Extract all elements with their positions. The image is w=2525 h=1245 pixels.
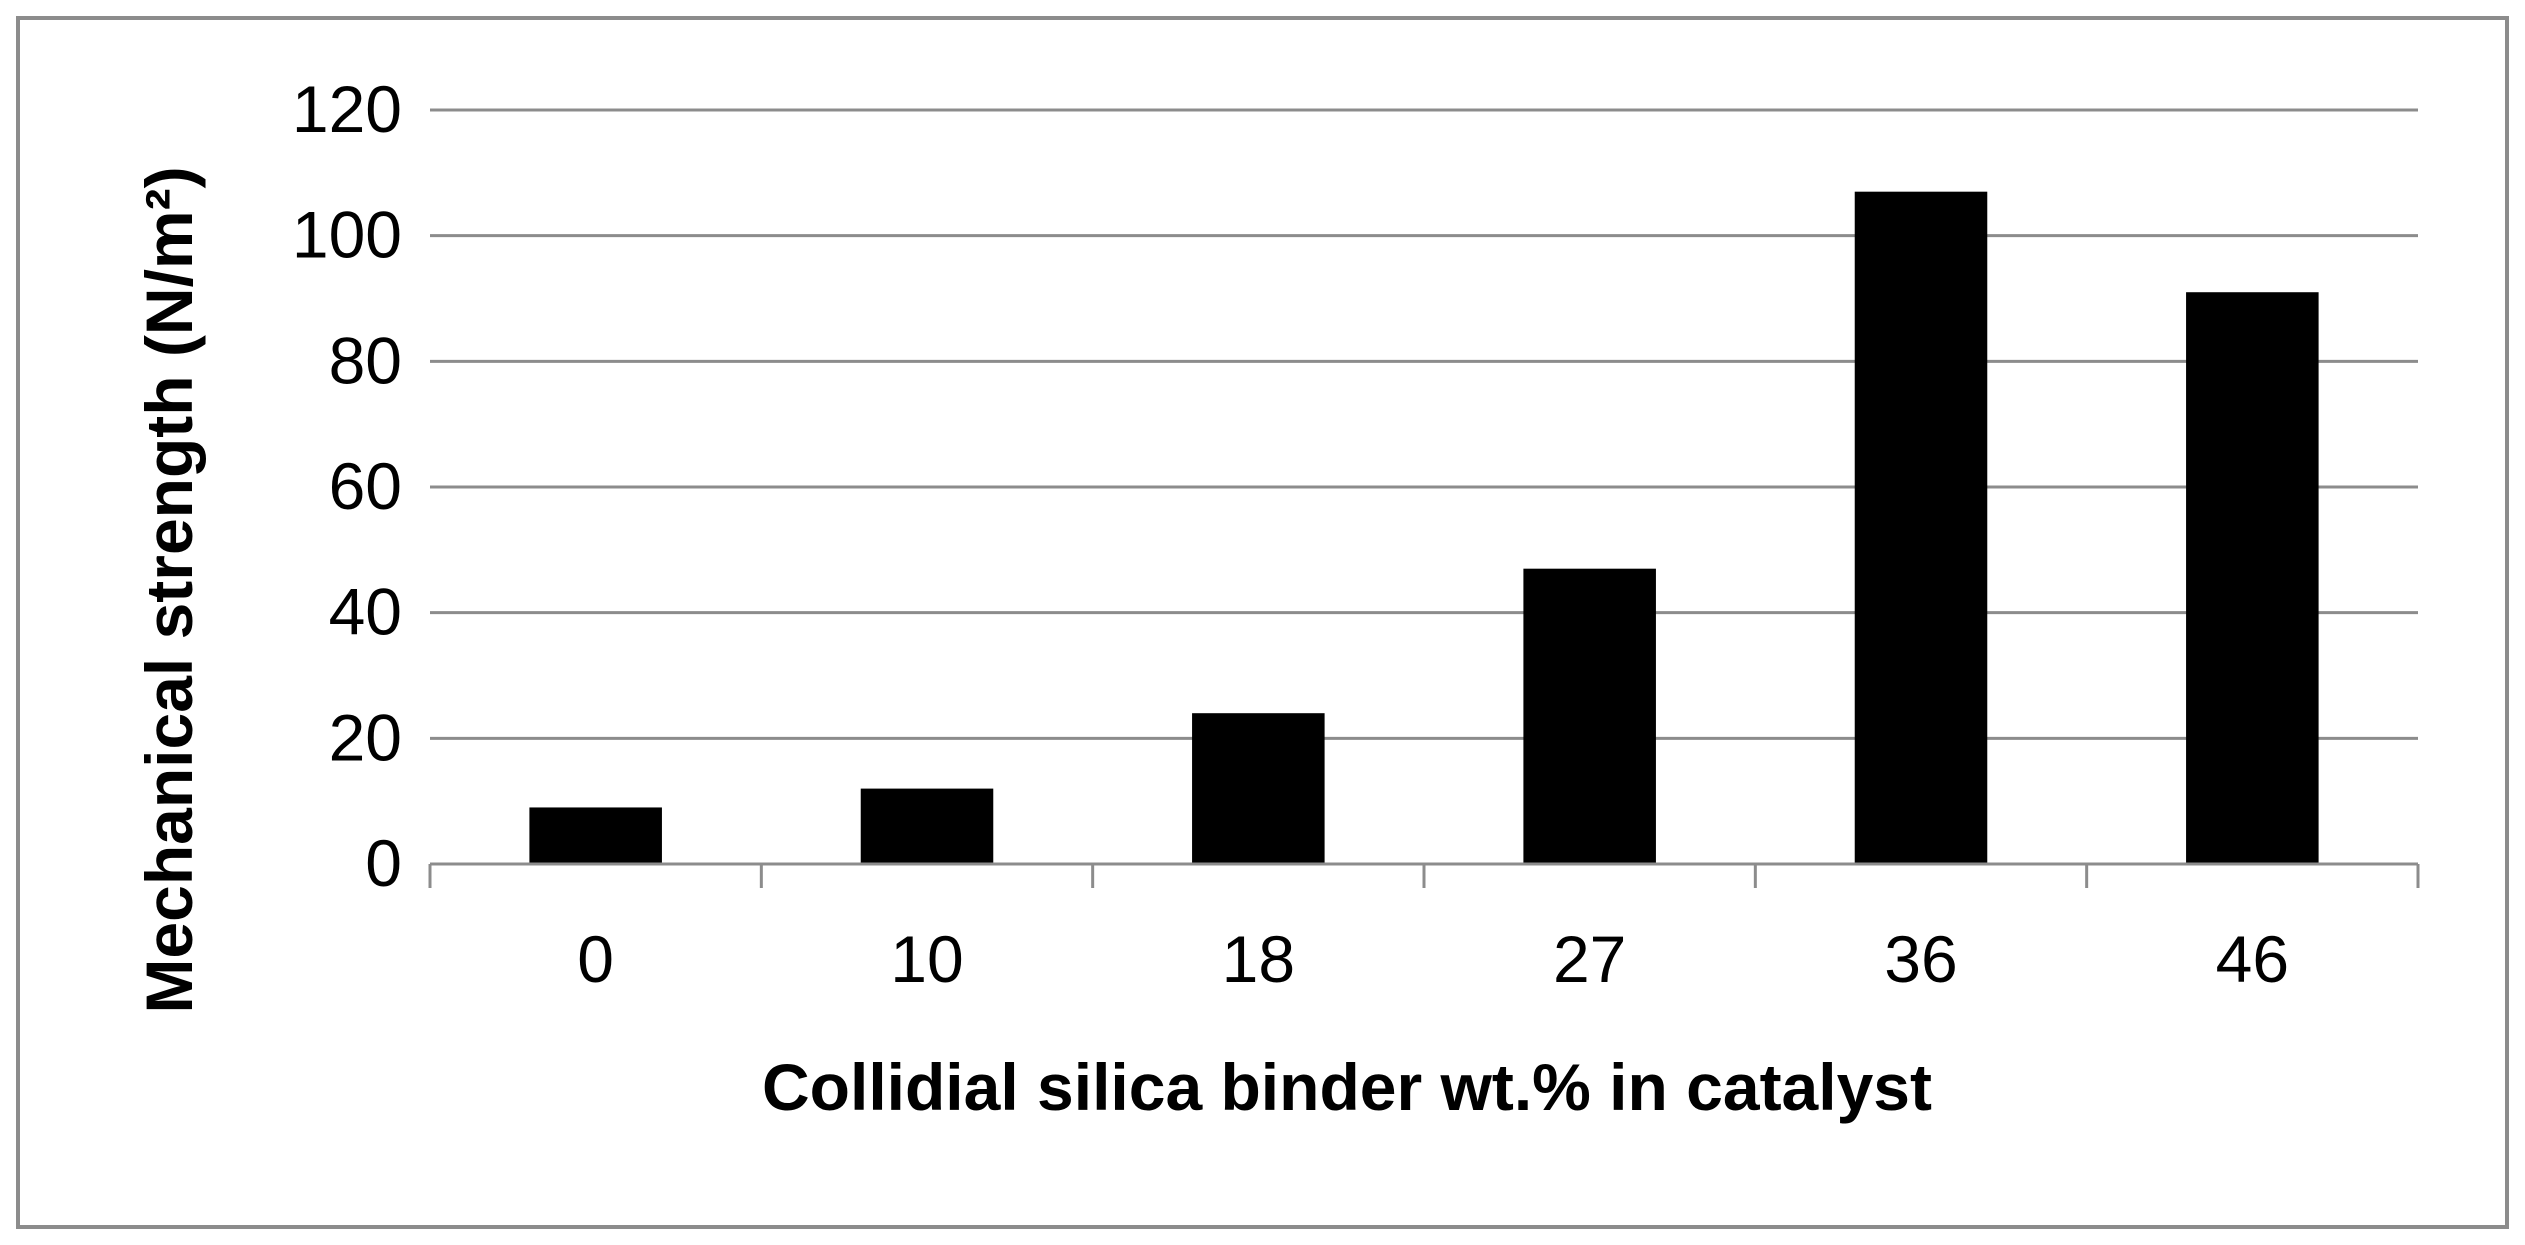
y-tick-label: 60 <box>329 449 402 523</box>
y-tick-label: 100 <box>292 198 402 272</box>
y-tick-labels: 0 20 40 60 80 100 120 <box>292 72 402 900</box>
gridlines <box>430 108 2418 740</box>
x-tick-labels: 0 10 18 27 36 46 <box>577 922 2289 996</box>
bars <box>529 191 2319 864</box>
x-axis-title: Collidial silica binder wt.% in catalyst <box>762 1050 1932 1124</box>
x-tick-label: 27 <box>1553 922 1626 996</box>
x-tick-label: 10 <box>890 922 963 996</box>
chart-border <box>16 16 2509 1229</box>
bar-46 <box>2186 292 2319 864</box>
y-tick-label: 0 <box>365 826 402 900</box>
x-tick-label: 18 <box>1222 922 1295 996</box>
bar-10 <box>860 788 994 864</box>
y-tick-label: 20 <box>329 700 402 774</box>
y-tick-label: 40 <box>329 575 402 649</box>
y-tick-label: 80 <box>329 323 402 397</box>
x-tick-label: 36 <box>1884 922 1957 996</box>
bar-36 <box>1854 191 1988 864</box>
bar-18 <box>1192 713 1325 864</box>
bar-0 <box>529 807 662 864</box>
bar-27 <box>1523 568 1656 864</box>
x-tick-label: 0 <box>577 922 614 996</box>
y-axis-title: Mechanical strength (N/m²) <box>132 166 206 1013</box>
x-tick-label: 46 <box>2216 922 2289 996</box>
axes <box>428 862 2420 888</box>
y-tick-label: 120 <box>292 72 402 146</box>
